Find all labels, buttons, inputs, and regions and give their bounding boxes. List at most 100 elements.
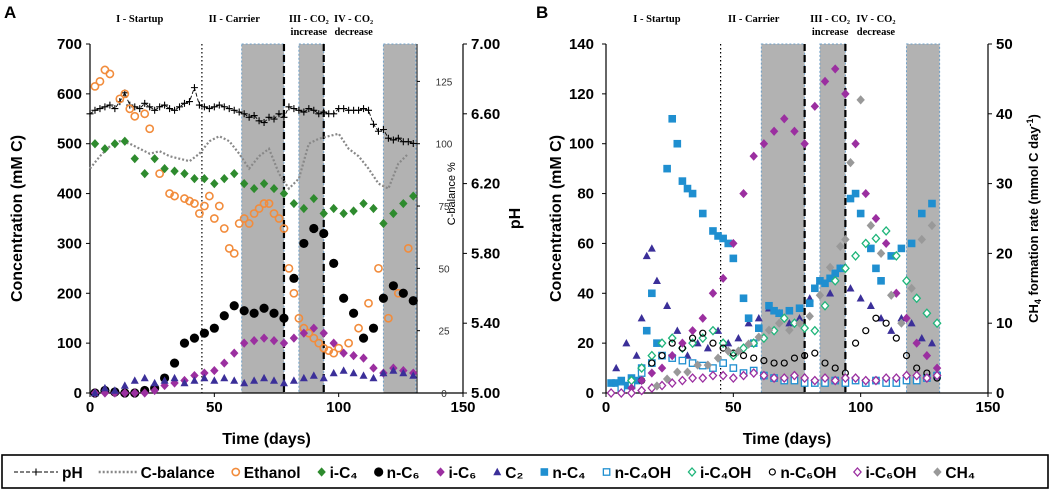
data-point-ethanol xyxy=(199,201,209,211)
data-point-i-c4 xyxy=(289,198,299,209)
data-point-n-c4 xyxy=(607,379,615,387)
y2-tick-label: 40 xyxy=(996,106,1013,123)
legend-label: n-C₆ xyxy=(387,465,420,482)
data-point-n-c4 xyxy=(622,381,631,390)
ph-point xyxy=(255,117,263,125)
data-point-c2 xyxy=(90,388,99,397)
data-point-ethanol xyxy=(403,244,413,253)
data-point-ch4 xyxy=(815,290,825,300)
ph-point xyxy=(101,103,109,111)
data-point-i-c6 xyxy=(349,351,358,361)
data-point-ethanol xyxy=(383,313,393,323)
data-point-c2 xyxy=(927,338,936,347)
data-point-c2 xyxy=(309,371,318,379)
data-point-n-c6 xyxy=(388,281,398,291)
data-point-n-c4 xyxy=(867,244,875,253)
data-point-i-c4 xyxy=(210,179,219,189)
ph-point xyxy=(91,106,99,114)
y2-tick-label: 7.00 xyxy=(471,36,500,53)
data-point-i-c6 xyxy=(249,336,259,346)
data-point-i-c6oh xyxy=(667,378,677,389)
data-point-c2 xyxy=(409,371,418,379)
phase-label: II - Carrier xyxy=(209,14,261,25)
ph-point xyxy=(360,105,368,113)
data-point-n-c4 xyxy=(826,274,834,283)
data-point-n-c4 xyxy=(688,189,697,198)
y-tick-label: 120 xyxy=(569,86,594,103)
data-point-n-c4 xyxy=(673,139,682,148)
data-point-i-c6oh xyxy=(739,370,748,381)
data-point-i-c4oh xyxy=(637,363,647,374)
data-point-ethanol xyxy=(95,76,105,86)
x-tick-label: 150 xyxy=(450,399,475,416)
data-point-ethanol xyxy=(309,333,319,343)
data-point-i-c4 xyxy=(239,179,249,189)
ph-point xyxy=(310,106,318,114)
legend-swatch xyxy=(602,468,611,476)
legend-item-i-c-oh: i-C₆OH xyxy=(852,465,916,482)
data-point-i-c4 xyxy=(120,136,130,146)
data-point-c2 xyxy=(299,373,308,382)
data-point-n-c6oh xyxy=(811,349,819,357)
data-point-n-c6oh xyxy=(668,339,676,347)
data-point-i-c6oh xyxy=(657,380,667,391)
legend-label: i-C₆OH xyxy=(865,465,916,482)
ph-point xyxy=(355,106,363,114)
data-point-i-c4 xyxy=(279,188,289,199)
legend-item-c-balance: C-balance xyxy=(98,465,215,482)
data-point-ch4 xyxy=(673,367,682,377)
data-point-n-c6oh xyxy=(882,319,890,327)
data-point-n-c6 xyxy=(249,308,259,318)
ph-point xyxy=(374,127,382,135)
phase-label: IV - CO₂ decrease xyxy=(334,14,373,38)
data-point-ch4 xyxy=(662,374,672,384)
data-point-i-c6 xyxy=(922,351,932,361)
data-point-n-c4 xyxy=(907,239,916,248)
data-point-i-c4 xyxy=(100,144,110,154)
y-tick-label: 700 xyxy=(57,36,82,53)
legend-label: i-C₄OH xyxy=(700,465,751,482)
data-point-ethanol xyxy=(314,338,324,348)
data-point-c2 xyxy=(866,301,875,309)
ph-point xyxy=(384,134,392,142)
phase-label: II - Carrier xyxy=(728,14,780,25)
data-point-n-c6 xyxy=(339,293,349,303)
legend-item-n-c: n-C₄ xyxy=(540,465,586,482)
series-i-c6 xyxy=(627,64,942,393)
data-point-ethanol xyxy=(264,199,274,208)
ph-point xyxy=(330,110,338,118)
data-point-n-c6 xyxy=(309,223,319,234)
y-tick-label: 20 xyxy=(577,335,594,352)
y2-tick-label: 5.40 xyxy=(471,315,500,332)
data-point-ethanol xyxy=(334,343,344,353)
data-point-i-c4oh xyxy=(932,318,942,329)
series-c2 xyxy=(612,244,936,372)
y-axis-label: Concentration (mM C) xyxy=(9,135,26,302)
legend-item-c: C₂ xyxy=(493,465,523,482)
phase-label: III - CO₂ increase xyxy=(810,14,850,38)
data-point-i-c4 xyxy=(359,198,368,209)
x-tick-label: 150 xyxy=(975,399,1000,416)
data-point-i-c4 xyxy=(220,174,229,184)
shaded-region xyxy=(760,43,806,394)
ph-point xyxy=(404,138,412,146)
data-point-i-c4oh xyxy=(820,300,830,311)
data-point-c2 xyxy=(642,251,651,260)
y3-tick-label: 125 xyxy=(436,77,453,88)
y2-tick-label: 50 xyxy=(996,36,1013,53)
data-point-n-c6oh xyxy=(770,359,778,367)
data-point-c2 xyxy=(703,343,712,352)
data-point-ch4 xyxy=(724,346,733,356)
data-point-n-c6 xyxy=(299,238,309,249)
data-point-n-c6oh xyxy=(709,339,717,347)
ph-point xyxy=(365,106,373,114)
data-point-ch4 xyxy=(897,318,906,328)
data-point-n-c6 xyxy=(319,228,329,239)
ph-point xyxy=(379,126,387,134)
data-point-n-c6oh xyxy=(719,344,727,352)
data-point-ethanol xyxy=(254,204,264,213)
data-point-n-c6oh xyxy=(821,359,829,367)
data-point-ch4 xyxy=(927,220,937,231)
data-point-i-c6oh xyxy=(830,375,840,386)
ph-point xyxy=(190,84,198,92)
